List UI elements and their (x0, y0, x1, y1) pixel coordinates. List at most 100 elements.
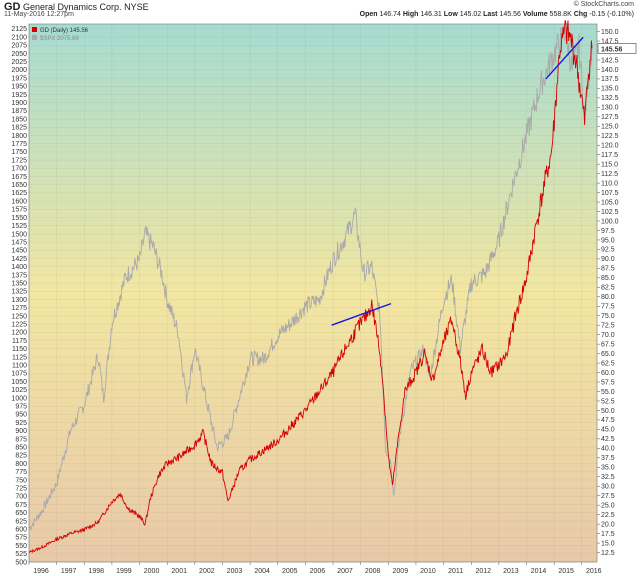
left-tick-label: 750 (15, 477, 27, 484)
right-tick-label: 75.0 (601, 313, 615, 320)
legend: GD (Daily) 145.56 $SPX 2075.69 (32, 27, 89, 42)
right-tick-label: 100.0 (601, 218, 619, 225)
x-tick-label: 2012 (475, 568, 491, 575)
x-tick-label: 2009 (393, 568, 409, 575)
last-price-tag: 145.56 (597, 43, 637, 54)
left-tick-label: 800 (15, 461, 27, 468)
left-tick-label: 1250 (11, 313, 27, 320)
x-tick-label: 2011 (448, 568, 463, 575)
right-tick-label: 140.0 (601, 67, 619, 74)
high-label: High (402, 11, 419, 18)
left-tick-label: 525 (15, 551, 27, 558)
x-tick-label: 1999 (116, 568, 132, 575)
right-tick-label: 60.0 (601, 370, 615, 377)
right-tick-label: 67.5 (601, 341, 615, 348)
chg-value: -0.15 (-0.10%) (589, 11, 634, 18)
left-tick-label: 1350 (11, 280, 27, 287)
left-tick-label: 1575 (11, 207, 27, 214)
right-tick-label: 22.5 (601, 512, 615, 519)
left-tick-label: 675 (15, 502, 27, 509)
quote-strip: Open 146.74 High 146.31 Low 145.02 Last … (360, 11, 634, 18)
chart-title: GD General Dynamics Corp. NYSE (4, 1, 149, 13)
legend-swatch-gd (32, 27, 37, 32)
x-tick-label: 2010 (420, 568, 436, 575)
right-tick-label: 90.0 (601, 256, 615, 263)
right-tick-label: 32.5 (601, 474, 615, 481)
right-tick-label: 95.0 (601, 237, 615, 244)
left-tick-label: 1150 (12, 346, 27, 353)
left-tick-label: 1200 (11, 330, 27, 337)
left-tick-label: 2025 (11, 59, 27, 66)
x-tick-label: 1998 (88, 568, 104, 575)
right-tick-label: 147.5 (601, 38, 619, 45)
left-tick-label: 1325 (11, 289, 27, 296)
right-tick-label: 130.0 (601, 105, 619, 112)
left-tick-label: 875 (15, 436, 27, 443)
last-price-label: 145.56 (601, 46, 623, 53)
left-tick-label: 1600 (11, 198, 27, 205)
x-tick-label: 2004 (254, 568, 270, 575)
open-label: Open (359, 11, 378, 18)
left-tick-label: 1075 (11, 371, 27, 378)
right-tick-label: 87.5 (601, 266, 615, 273)
plot-background (28, 23, 598, 563)
ticker-symbol: GD (4, 1, 21, 13)
right-tick-label: 142.5 (601, 57, 619, 64)
x-axis: 1996 1997 1998 1999 2000 2001 2002 2003 2004 2005… (28, 562, 602, 575)
x-tick-label: 2003 (227, 568, 243, 575)
left-tick-label: 1875 (11, 108, 27, 115)
right-tick-label: 115.0 (601, 161, 618, 168)
grid-lines (28, 24, 597, 563)
left-tick-label: 1300 (11, 297, 27, 304)
right-axis: 12.5 15.0 17.5 20.0 22.5 25.0 27.5 30.0 32.5 35.0… (597, 29, 619, 557)
right-tick-label: 137.5 (601, 76, 619, 83)
legend-spx: $SPX 2075.69 (40, 36, 79, 42)
x-tick-label: 2007 (337, 568, 353, 575)
left-tick-label: 625 (15, 518, 27, 525)
series-group (28, 20, 593, 554)
left-tick-label: 2075 (11, 43, 27, 50)
x-tick-label: 2016 (586, 568, 602, 575)
left-tick-label: 500 (15, 559, 27, 566)
left-tick-label: 1450 (11, 248, 27, 255)
left-tick-label: 1675 (11, 174, 27, 181)
right-tick-label: 127.5 (601, 114, 619, 121)
right-tick-label: 150.0 (601, 29, 619, 36)
left-tick-label: 1500 (11, 231, 27, 238)
left-tick-label: 1475 (11, 239, 27, 246)
left-tick-label: 2000 (11, 67, 27, 74)
left-tick-label: 1900 (11, 100, 27, 107)
x-tick-label: 1997 (61, 568, 77, 575)
company-name: General Dynamics Corp. (23, 2, 122, 12)
right-tick-label: 45.0 (601, 427, 615, 434)
trendline (331, 302, 392, 326)
left-tick-label: 1225 (11, 321, 27, 328)
left-tick-label: 1800 (11, 133, 27, 140)
chart-header: GD General Dynamics Corp. NYSE 11-May-20… (0, 0, 640, 24)
right-tick-label: 92.5 (601, 247, 615, 254)
left-tick-label: 1425 (11, 256, 27, 263)
left-tick-label: 2100 (11, 34, 27, 41)
left-tick-label: 1650 (11, 182, 27, 189)
spx-line (28, 26, 593, 532)
x-tick-label: 2005 (282, 568, 298, 575)
left-tick-label: 650 (15, 510, 27, 517)
right-tick-label: 40.0 (601, 446, 615, 453)
left-tick-label: 975 (15, 403, 27, 410)
right-tick-label: 57.5 (601, 379, 615, 386)
last-price-box (597, 43, 637, 54)
right-tick-label: 107.5 (601, 190, 619, 197)
left-tick-label: 1400 (11, 264, 27, 271)
right-tick-label: 122.5 (601, 133, 619, 140)
left-tick-label: 1825 (11, 125, 27, 132)
x-tick-label: 2006 (310, 568, 326, 575)
trendline-group (331, 36, 584, 326)
left-tick-label: 1525 (11, 223, 27, 230)
legend-gd: GD (Daily) 145.56 (40, 28, 89, 34)
right-tick-label: 72.5 (601, 323, 615, 330)
right-tick-label: 12.5 (601, 550, 615, 557)
left-tick-label: 1775 (11, 141, 27, 148)
right-tick-label: 62.5 (601, 360, 615, 367)
left-tick-label: 775 (15, 469, 27, 476)
